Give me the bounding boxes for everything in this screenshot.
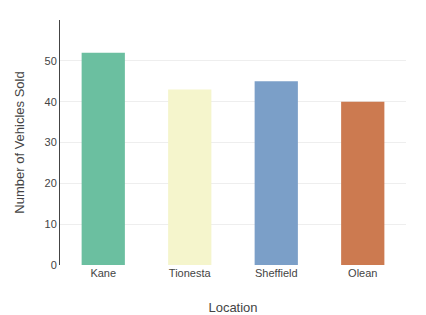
svg-text:20: 20 [45, 177, 57, 189]
svg-text:50: 50 [45, 55, 57, 67]
svg-text:Kane: Kane [90, 267, 116, 279]
svg-text:10: 10 [45, 218, 57, 230]
svg-text:Sheffield: Sheffield [255, 267, 298, 279]
svg-text:Tionesta: Tionesta [169, 267, 212, 279]
svg-text:Location: Location [208, 300, 257, 315]
svg-text:Olean: Olean [348, 267, 377, 279]
svg-text:30: 30 [45, 136, 57, 148]
svg-text:40: 40 [45, 96, 57, 108]
svg-text:Number of Vehicles Sold: Number of Vehicles Sold [12, 71, 27, 213]
svg-text:0: 0 [51, 259, 57, 271]
